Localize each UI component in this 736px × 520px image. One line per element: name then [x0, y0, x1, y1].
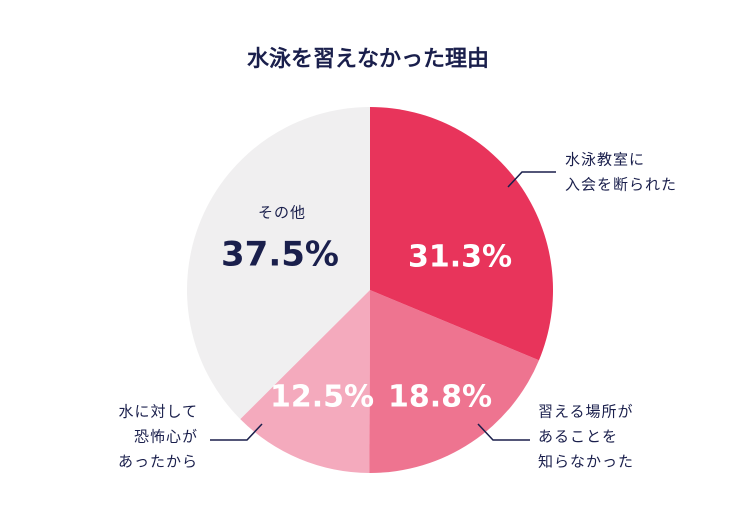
value-label: 31.3% [408, 240, 512, 275]
leader-line [477, 423, 530, 441]
category-label: 習える場所が [538, 403, 634, 421]
value-label: 18.8% [388, 380, 492, 415]
leader-lines [210, 171, 556, 441]
category-label: 知らなかった [538, 453, 634, 471]
value-label: 12.5% [270, 380, 374, 415]
leader-line [210, 423, 263, 441]
pie-slice [240, 290, 370, 473]
category-label: 水泳教室に [565, 151, 645, 169]
category-label: あったから [118, 453, 198, 471]
value-label: 37.5% [221, 235, 339, 275]
pie-slice [370, 107, 553, 361]
pie-slice [187, 107, 370, 420]
category-label: 恐怖心が [134, 428, 198, 446]
category-label: あることを [538, 428, 618, 446]
pie-slice [369, 290, 539, 473]
leader-line [507, 171, 556, 188]
category-label: その他 [258, 204, 306, 222]
category-label: 入会を断られた [565, 176, 677, 194]
category-label: 水に対して [118, 403, 198, 421]
chart-title: 水泳を習えなかった理由 [247, 47, 489, 72]
